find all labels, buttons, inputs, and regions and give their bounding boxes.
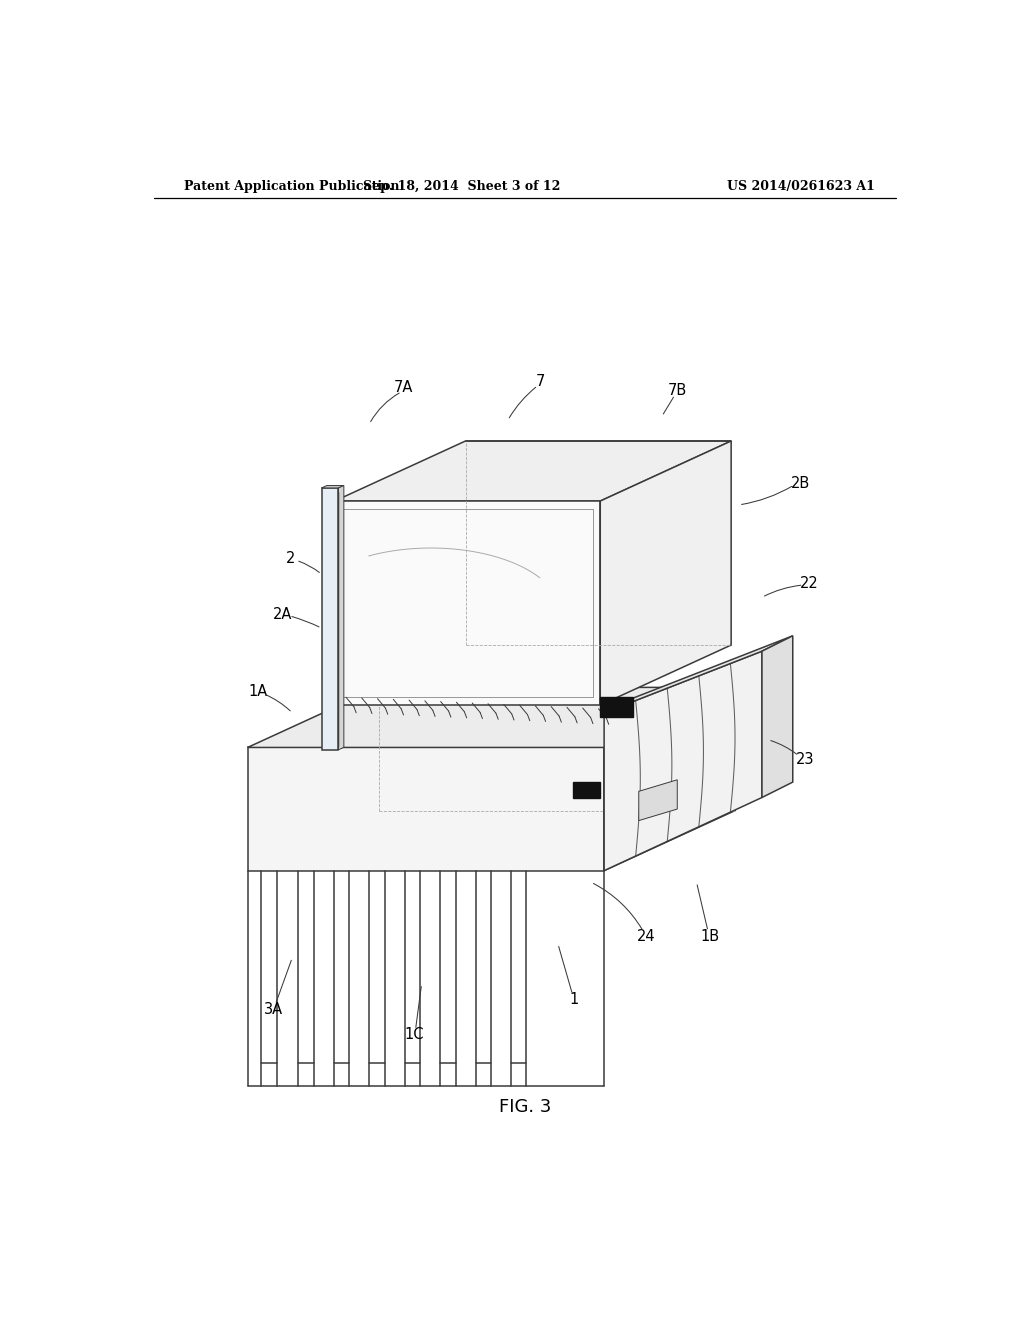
Polygon shape <box>248 747 604 871</box>
Bar <box>573 781 600 797</box>
Text: 1A: 1A <box>248 684 267 698</box>
Polygon shape <box>335 502 600 705</box>
Text: 2: 2 <box>286 552 295 566</box>
Text: 22: 22 <box>801 576 819 591</box>
Text: 2A: 2A <box>273 607 293 622</box>
Polygon shape <box>604 636 793 713</box>
Polygon shape <box>335 441 731 502</box>
Bar <box>600 697 633 717</box>
Text: 7A: 7A <box>394 380 414 396</box>
Text: 1B: 1B <box>700 928 719 944</box>
Text: 24: 24 <box>637 928 655 944</box>
Text: US 2014/0261623 A1: US 2014/0261623 A1 <box>726 181 874 194</box>
Text: 23: 23 <box>796 751 814 767</box>
Polygon shape <box>762 636 793 797</box>
Text: 3A: 3A <box>263 1002 283 1016</box>
Text: 1C: 1C <box>404 1027 424 1043</box>
Text: 7B: 7B <box>668 383 687 399</box>
Polygon shape <box>322 488 339 750</box>
Polygon shape <box>248 688 735 747</box>
Polygon shape <box>604 651 762 871</box>
Polygon shape <box>604 688 735 871</box>
Text: FIG. 3: FIG. 3 <box>499 1098 551 1115</box>
Text: 7: 7 <box>536 374 545 389</box>
Polygon shape <box>600 441 731 705</box>
Polygon shape <box>339 486 344 750</box>
Text: 2B: 2B <box>791 475 810 491</box>
Polygon shape <box>322 486 344 488</box>
Text: Sep. 18, 2014  Sheet 3 of 12: Sep. 18, 2014 Sheet 3 of 12 <box>362 181 560 194</box>
Text: Patent Application Publication: Patent Application Publication <box>184 181 400 194</box>
Text: 1: 1 <box>569 991 579 1007</box>
Polygon shape <box>639 780 677 821</box>
